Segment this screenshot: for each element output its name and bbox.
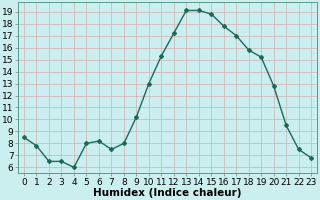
X-axis label: Humidex (Indice chaleur): Humidex (Indice chaleur): [93, 188, 242, 198]
